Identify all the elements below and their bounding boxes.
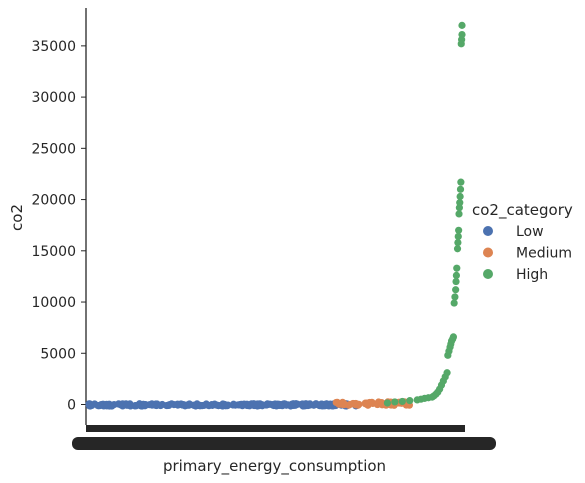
data-point (119, 402, 126, 409)
data-point (97, 402, 104, 409)
series-low (85, 400, 360, 410)
data-point (454, 239, 461, 246)
data-point (340, 400, 347, 407)
x-axis-title: primary_energy_consumption (163, 457, 386, 476)
data-point (458, 31, 465, 38)
data-point (353, 400, 360, 407)
y-tick-label: 5000 (40, 346, 76, 362)
data-point (454, 245, 461, 252)
data-point (457, 193, 464, 200)
data-point (127, 402, 134, 409)
data-point (320, 401, 327, 408)
data-point (239, 402, 246, 409)
data-point (299, 400, 306, 407)
data-point (250, 401, 257, 408)
data-point (455, 210, 462, 217)
data-point (362, 400, 369, 407)
data-point (457, 186, 464, 193)
legend-label: Medium (516, 246, 572, 262)
data-point (406, 397, 413, 404)
data-point (453, 272, 460, 279)
series-high (384, 22, 466, 407)
data-point (391, 398, 398, 405)
data-point (456, 199, 463, 206)
data-point (86, 400, 93, 407)
data-point (457, 179, 464, 186)
y-tick-label: 25000 (31, 141, 76, 157)
y-tick-label: 35000 (31, 39, 76, 55)
data-point (175, 401, 182, 408)
data-point (111, 401, 118, 408)
legend-marker (483, 269, 493, 279)
data-point (274, 401, 281, 408)
legend: co2_category Low Medium High (472, 201, 573, 283)
data-point (452, 278, 459, 285)
x-tick-labels-overlap (72, 437, 496, 450)
y-tick-label: 20000 (31, 193, 76, 209)
data-point (450, 333, 457, 340)
legend-marker (483, 226, 493, 236)
data-point (458, 22, 465, 29)
data-point (455, 233, 462, 240)
data-point (103, 402, 110, 409)
data-point (453, 265, 460, 272)
data-point (220, 402, 227, 409)
legend-marker (483, 248, 493, 258)
data-point (384, 399, 391, 406)
y-tick-label: 0 (67, 398, 76, 414)
data-points (85, 22, 465, 410)
y-tick-label: 30000 (31, 90, 76, 106)
legend-label: High (516, 267, 548, 283)
data-point (399, 398, 406, 405)
data-point (192, 402, 199, 409)
legend-title: co2_category (472, 201, 573, 220)
data-point (443, 369, 450, 376)
legend-label: Low (516, 224, 544, 240)
data-point (213, 402, 220, 409)
data-point (333, 399, 340, 406)
data-point (451, 299, 458, 306)
data-point (451, 293, 458, 300)
data-point (141, 402, 148, 409)
y-tick-label: 10000 (31, 295, 76, 311)
data-point (153, 400, 160, 407)
y-tick-label: 15000 (31, 244, 76, 260)
data-point (452, 286, 459, 293)
x-axis-tick-band (86, 425, 465, 432)
data-point (290, 400, 297, 407)
data-point (455, 227, 462, 234)
y-axis-title: co2 (8, 204, 26, 231)
